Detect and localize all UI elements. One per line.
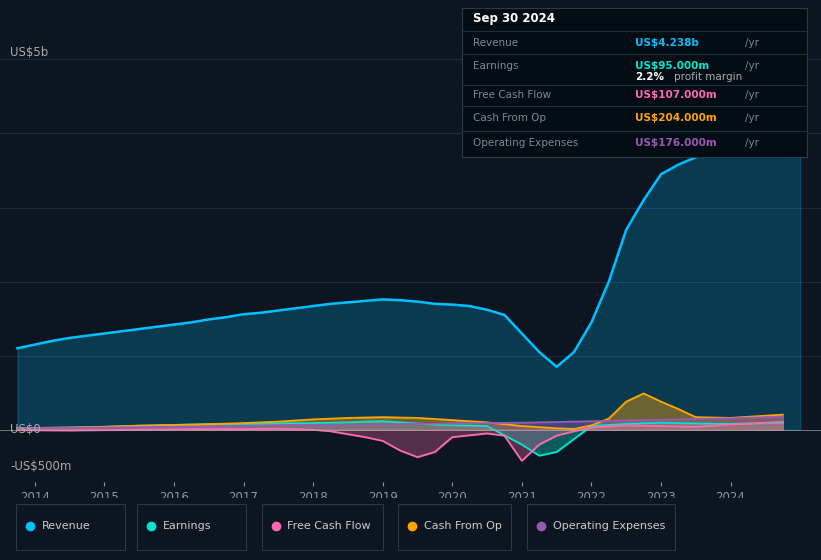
Text: US$107.000m: US$107.000m <box>635 90 717 100</box>
Text: Earnings: Earnings <box>163 521 211 531</box>
Text: Free Cash Flow: Free Cash Flow <box>287 521 371 531</box>
Text: /yr: /yr <box>745 113 759 123</box>
Text: /yr: /yr <box>745 90 759 100</box>
Text: Sep 30 2024: Sep 30 2024 <box>473 12 554 25</box>
Text: Operating Expenses: Operating Expenses <box>473 138 578 148</box>
Text: Earnings: Earnings <box>473 60 518 71</box>
Text: Cash From Op: Cash From Op <box>424 521 502 531</box>
Text: 2.2%: 2.2% <box>635 72 663 82</box>
Text: /yr: /yr <box>745 60 759 71</box>
Text: US$5b: US$5b <box>11 46 48 59</box>
Text: US$95.000m: US$95.000m <box>635 60 709 71</box>
Text: US$176.000m: US$176.000m <box>635 138 717 148</box>
Text: Cash From Op: Cash From Op <box>473 113 546 123</box>
Text: profit margin: profit margin <box>674 72 742 82</box>
Text: /yr: /yr <box>745 38 759 48</box>
Text: Revenue: Revenue <box>473 38 518 48</box>
Text: Revenue: Revenue <box>42 521 90 531</box>
Text: US$0: US$0 <box>11 423 41 436</box>
Text: US$204.000m: US$204.000m <box>635 113 717 123</box>
Text: Operating Expenses: Operating Expenses <box>553 521 665 531</box>
Text: Free Cash Flow: Free Cash Flow <box>473 90 551 100</box>
Text: -US$500m: -US$500m <box>11 460 71 473</box>
Text: US$4.238b: US$4.238b <box>635 38 699 48</box>
Text: /yr: /yr <box>745 138 759 148</box>
